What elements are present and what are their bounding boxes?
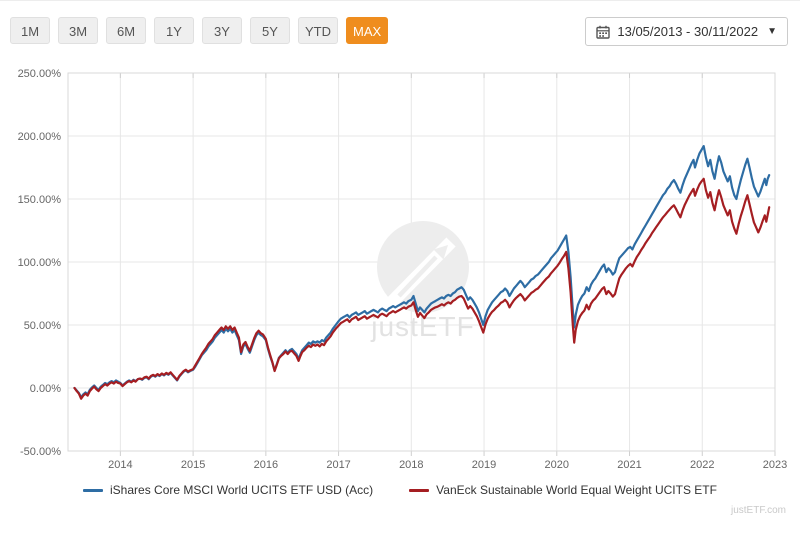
x-axis-tick-label: 2015: [181, 459, 205, 471]
y-axis-tick-label: -50.00%: [20, 446, 61, 458]
calendar-icon: [596, 25, 611, 39]
x-axis-tick-label: 2019: [472, 459, 496, 471]
range-button-1m[interactable]: 1M: [10, 17, 50, 44]
caret-down-icon: ▼: [767, 26, 777, 37]
chart-legend: iShares Core MSCI World UCITS ETF USD (A…: [0, 483, 800, 497]
range-button-5y[interactable]: 5Y: [250, 17, 290, 44]
series-line-1[interactable]: [73, 177, 771, 400]
x-axis-tick-label: 2018: [399, 459, 423, 471]
legend-item-vaneck[interactable]: VanEck Sustainable World Equal Weight UC…: [409, 483, 717, 497]
x-axis-tick-label: 2017: [326, 459, 350, 471]
range-button-1y[interactable]: 1Y: [154, 17, 194, 44]
range-button-3m[interactable]: 3M: [58, 17, 98, 44]
date-range-value: 13/05/2013 - 30/11/2022: [617, 24, 759, 39]
y-axis-tick-label: 0.00%: [30, 383, 61, 395]
y-axis-tick-label: 150.00%: [18, 194, 62, 206]
x-axis-tick-label: 2022: [690, 459, 714, 471]
justetf-attribution: justETF.com: [730, 505, 786, 516]
date-range-picker[interactable]: 13/05/2013 - 30/11/2022 ▼: [585, 17, 788, 46]
range-button-ytd[interactable]: YTD: [298, 17, 338, 44]
y-axis-tick-label: 200.00%: [18, 131, 62, 143]
legend-swatch-red: [409, 488, 430, 492]
y-axis-tick-label: 250.00%: [18, 68, 62, 80]
range-button-max[interactable]: MAX: [346, 17, 389, 44]
range-button-6m[interactable]: 6M: [106, 17, 146, 44]
x-axis-tick-label: 2016: [254, 459, 278, 471]
logo-arrow-shaft: [397, 255, 438, 298]
plot-border: [67, 72, 776, 452]
x-axis-tick-label: 2014: [108, 459, 132, 471]
range-button-3y[interactable]: 3Y: [202, 17, 242, 44]
legend-label-vaneck: VanEck Sustainable World Equal Weight UC…: [436, 483, 717, 497]
logo-arrow-head: [433, 245, 448, 260]
legend-label-ishares: iShares Core MSCI World UCITS ETF USD (A…: [110, 483, 374, 497]
y-axis-tick-label: 50.00%: [24, 320, 62, 332]
x-axis-tick-label: 2021: [617, 459, 641, 471]
legend-item-ishares[interactable]: iShares Core MSCI World UCITS ETF USD (A…: [83, 483, 373, 497]
period-range-button-group: 1M 3M 6M 1Y 3Y 5Y YTD MAX: [10, 17, 389, 44]
x-axis-tick-label: 2020: [545, 459, 569, 471]
y-axis-tick-label: 100.00%: [18, 257, 62, 269]
x-axis-tick-label: 2023: [763, 459, 787, 471]
legend-swatch-blue: [83, 488, 104, 492]
